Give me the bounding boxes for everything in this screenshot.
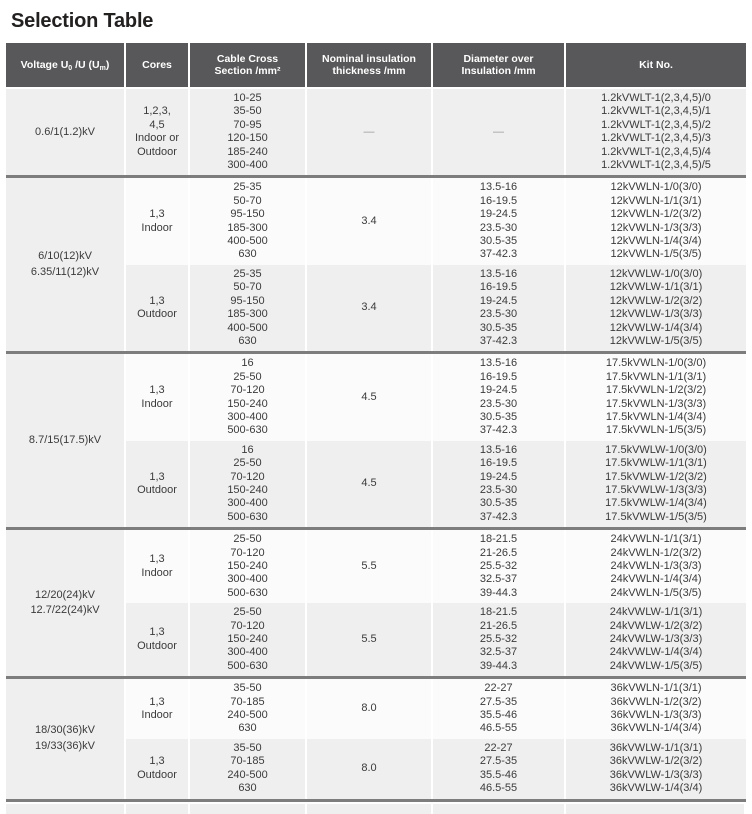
kit-no-cell: 24kVWLN-1/1(3/1) 24kVWLN-1/2(3/2) 24kVWLN-… [566,530,746,604]
voltage-block: 18/30(36)kV 19/33(36)kV 1,3 Indoor 35-50 70-1… [6,676,746,799]
header-cable-cross-section: Cable Cross Section /mm² [190,43,307,87]
kit-no-cell: 17.5kVWLW-1/0(3/0) 17.5kVWLW-1/1(3/1) 17.5… [566,440,746,528]
table-bottom-separator [6,798,746,802]
thickness-cell: 8.0 [307,679,433,739]
voltage-block: 12/20(24)kV 12.7/22(24)kV 1,3 Indoor 25-50 70… [6,527,746,677]
kit-no-cell: 36kVWLN-1/1(3/1) 36kVWLN-1/2(3/2) 36kVWLN-… [566,679,746,739]
voltage-cell: 0.6/1(1.2)kV [6,89,126,176]
cores-cell: 1,3 Indoor [126,178,190,265]
cores-cell: 1,3 Outdoor [126,738,190,799]
selection-table: Voltage U0 /U (Um) Cores Cable Cross Sec… [6,43,746,814]
diameter-cell: 13.5-16 16-19.5 19-24.5 23.5-30 30.5-35 37-42… [433,354,566,441]
kit-no-cell: 12kVWLW-1/0(3/0) 12kVWLW-1/1(3/1) 12kVWLW-… [566,264,746,352]
cores-cell: 1,2,3, 4,5 Indoor or Outdoor [126,89,190,176]
thickness-cell: 3.4 [307,178,433,265]
table-row: 1,3 Indoor 16 25-50 70-120 150-240 300-400 500-… [126,354,746,441]
diameter-cell: 13.5-16 16-19.5 19-24.5 23.5-30 30.5-35 37-42… [433,264,566,352]
voltage-block: 0.6/1(1.2)kV 1,2,3, 4,5 Indoor or Outdoor 10-… [6,89,746,176]
voltage-cell: 18/30(36)kV 19/33(36)kV [6,679,126,799]
cores-cell: 1,3 Outdoor [126,440,190,528]
table-body: 0.6/1(1.2)kV 1,2,3, 4,5 Indoor or Outdoor 10-… [6,89,746,799]
cores-cell: 1,3 Outdoor [126,603,190,677]
header-cores: Cores [126,43,190,87]
thickness-cell: 4.5 [307,440,433,528]
header-insulation-thickness: Nominal insulation thickness /mm [307,43,433,87]
cores-cell: 1,3 Outdoor [126,264,190,352]
kit-no-cell: 17.5kVWLN-1/0(3/0) 17.5kVWLN-1/1(3/1) 17.5… [566,354,746,441]
cores-cell: 1,3 Indoor [126,679,190,739]
cross-section-cell: 25-35 50-70 95-150 185-300 400-500 630 [190,178,307,265]
diameter-cell: 13.5-16 16-19.5 19-24.5 23.5-30 30.5-35 37-42… [433,178,566,265]
voltage-cell: 8.7/15(17.5)kV [6,354,126,528]
table-row: 1,3 Indoor 35-50 70-185 240-500 630 8.0 22-27 27… [126,679,746,739]
table-row: 1,3 Outdoor 25-50 70-120 150-240 300-400 500-6… [126,603,746,677]
diameter-cell: 18-21.5 21-26.5 25.5-32 32.5-37 39-44.3 [433,603,566,677]
cores-cell: 1,3 Indoor [126,530,190,604]
table-header-row: Voltage U0 /U (Um) Cores Cable Cross Sec… [6,43,746,87]
cross-section-cell: 35-50 70-185 240-500 630 [190,679,307,739]
voltage-cell: 6/10(12)kV 6.35/11(12)kV [6,178,126,352]
diameter-cell: — [433,89,566,176]
table-row: 1,3 Outdoor 16 25-50 70-120 150-240 300-400 500… [126,440,746,528]
header-kit-no: Kit No. [639,58,673,71]
thickness-cell: 8.0 [307,738,433,799]
thickness-cell: 5.5 [307,530,433,604]
diameter-cell: 22-27 27.5-35 35.5-46 46.5-55 [433,738,566,799]
voltage-cell: 12/20(24)kV 12.7/22(24)kV [6,530,126,677]
clipped-next-row [6,803,746,814]
table-row: 1,3 Indoor 25-35 50-70 95-150 185-300 400-500 6… [126,178,746,265]
table-row: 1,2,3, 4,5 Indoor or Outdoor 10-25 35-50 70-95… [126,89,746,176]
diameter-cell: 22-27 27.5-35 35.5-46 46.5-55 [433,679,566,739]
table-row: 1,3 Outdoor 35-50 70-185 240-500 630 8.0 22-27 2… [126,738,746,799]
cross-section-cell: 25-50 70-120 150-240 300-400 500-630 [190,530,307,604]
diameter-cell: 13.5-16 16-19.5 19-24.5 23.5-30 30.5-35 37-42… [433,440,566,528]
cross-section-cell: 35-50 70-185 240-500 630 [190,738,307,799]
kit-no-cell: 12kVWLN-1/0(3/0) 12kVWLN-1/1(3/1) 12kVWLN-… [566,178,746,265]
diameter-cell: 18-21.5 21-26.5 25.5-32 32.5-37 39-44.3 [433,530,566,604]
cross-section-cell: 16 25-50 70-120 150-240 300-400 500-630 [190,440,307,528]
header-voltage-label: Voltage U0 /U (Um) [20,58,110,72]
kit-no-cell: 36kVWLW-1/1(3/1) 36kVWLW-1/2(3/2) 36kVWLW-… [566,738,746,799]
thickness-cell: 3.4 [307,264,433,352]
thickness-cell: — [307,89,433,176]
table-row: 1,3 Indoor 25-50 70-120 150-240 300-400 500-63… [126,530,746,604]
thickness-cell: 5.5 [307,603,433,677]
header-voltage: Voltage U0 /U (Um) [6,43,126,87]
cross-section-cell: 10-25 35-50 70-95 120-150 185-240 300-400 [190,89,307,176]
thickness-cell: 4.5 [307,354,433,441]
cross-section-cell: 16 25-50 70-120 150-240 300-400 500-630 [190,354,307,441]
page-title: Selection Table [11,10,154,32]
cross-section-cell: 25-50 70-120 150-240 300-400 500-630 [190,603,307,677]
kit-no-cell: 24kVWLW-1/1(3/1) 24kVWLW-1/2(3/2) 24kVWLW-… [566,603,746,677]
voltage-block: 8.7/15(17.5)kV 1,3 Indoor 16 25-50 70-120 150-… [6,351,746,528]
cores-cell: 1,3 Indoor [126,354,190,441]
header-diameter-over-insulation: Diameter over Insulation /mm [433,43,566,87]
cross-section-cell: 25-35 50-70 95-150 185-300 400-500 630 [190,264,307,352]
table-row: 1,3 Outdoor 25-35 50-70 95-150 185-300 400-500… [126,264,746,352]
kit-no-cell: 1.2kVWLT-1(2,3,4,5)/0 1.2kVWLT-1(2,3,4,5)… [566,89,746,176]
voltage-block: 6/10(12)kV 6.35/11(12)kV 1,3 Indoor 25-35 50-… [6,175,746,352]
